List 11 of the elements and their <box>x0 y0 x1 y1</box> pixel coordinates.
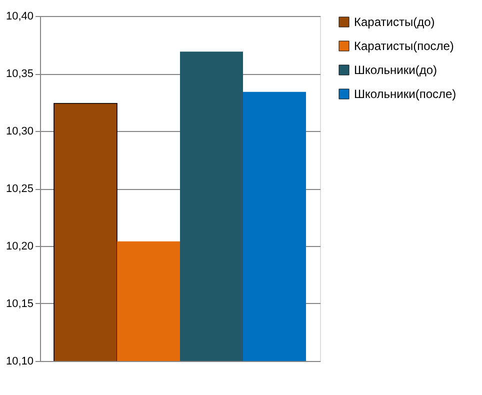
y-tick-label: 10,20 <box>6 240 34 252</box>
y-tick-label: 10,10 <box>6 356 34 368</box>
legend-label: Каратисты(после) <box>354 39 454 53</box>
y-tick-label: 10,40 <box>6 10 34 22</box>
y-tick-label: 10,35 <box>6 68 34 80</box>
y-tick-label: 10,15 <box>6 298 34 310</box>
legend-label: Школьники(после) <box>354 87 456 101</box>
legend-label: Каратисты(до) <box>354 15 435 29</box>
y-tick-label: 10,25 <box>6 183 34 195</box>
legend-label: Школьники(до) <box>354 63 437 77</box>
y-tick-label: 10,30 <box>6 126 34 138</box>
